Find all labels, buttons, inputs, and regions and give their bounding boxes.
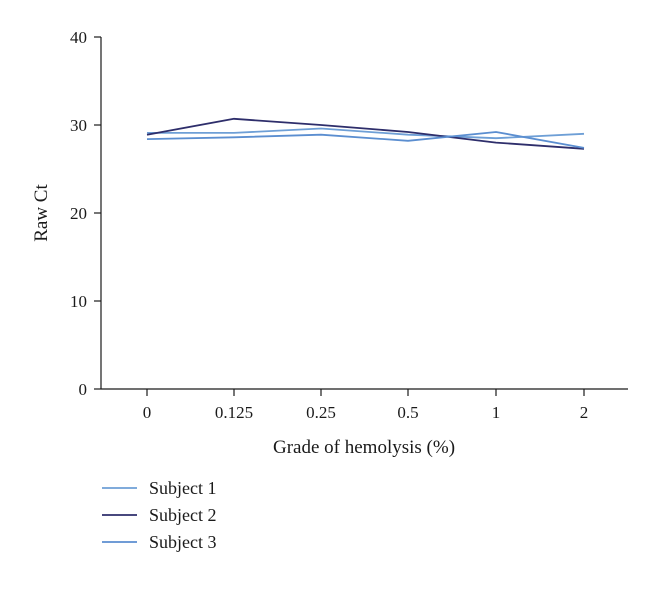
axes [100, 37, 628, 390]
legend-label: Subject 1 [149, 478, 217, 498]
y-tick-label: 20 [70, 204, 87, 223]
y-axis-title: Raw Ct [31, 184, 52, 242]
legend-label: Subject 2 [149, 505, 217, 525]
series-lines [146, 117, 585, 150]
series-line-subject-2 [146, 117, 585, 150]
x-axis-title: Grade of hemolysis (%) [273, 437, 455, 458]
legend-label: Subject 3 [149, 532, 217, 552]
x-tick-label: 0.5 [397, 403, 418, 422]
x-tick-label: 2 [580, 403, 589, 422]
y-tick-label: 0 [79, 380, 88, 399]
legend: Subject 1 Subject 2 Subject 3 [102, 478, 217, 552]
x-tick-label: 1 [492, 403, 501, 422]
x-tick-label: 0.25 [306, 403, 336, 422]
y-axis-ticks: 0 10 20 30 40 [70, 28, 101, 399]
y-tick-label: 30 [70, 116, 87, 135]
series-line-subject-1 [147, 127, 585, 140]
x-tick-label: 0.125 [215, 403, 253, 422]
y-tick-label: 40 [70, 28, 87, 47]
y-tick-label: 10 [70, 292, 87, 311]
x-tick-label: 0 [143, 403, 152, 422]
x-axis-ticks: 0 0.125 0.25 0.5 1 2 [143, 389, 589, 422]
series-line-subject-3 [146, 131, 585, 149]
